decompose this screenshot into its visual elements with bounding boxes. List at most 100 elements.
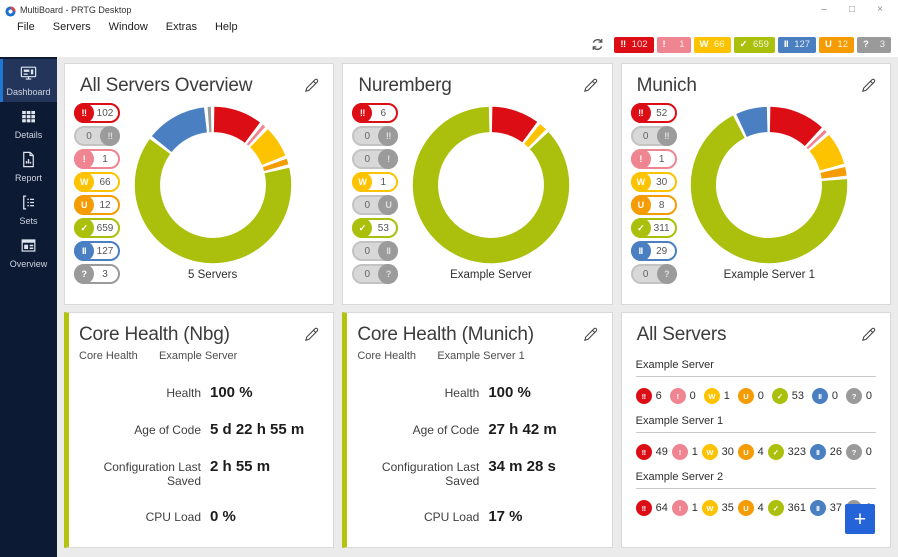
status-pill-paused[interactable]: 0 II: [352, 241, 399, 261]
sidebar-item-details[interactable]: Details: [0, 102, 57, 145]
down_ack-icon: !!: [656, 126, 677, 146]
close-button[interactable]: ×: [877, 3, 883, 15]
pill-count: 1: [380, 176, 387, 188]
menu-servers[interactable]: Servers: [52, 20, 91, 33]
status-pill-up[interactable]: ✓ 53: [352, 218, 399, 238]
donut-segment-warning[interactable]: [249, 129, 286, 166]
donut-segment-down_partial[interactable]: [806, 129, 828, 150]
donut-segment-down[interactable]: [213, 106, 260, 144]
unknown-icon: ?: [74, 264, 94, 284]
pill-count: 0: [364, 130, 371, 142]
maximize-button[interactable]: □: [848, 3, 856, 15]
edit-icon[interactable]: [860, 77, 877, 94]
panel-title: Munich: [636, 75, 697, 96]
donut-segment-paused[interactable]: [151, 107, 208, 153]
donut-segment-down_partial[interactable]: [246, 124, 265, 146]
toolbar-badge-unknown[interactable]: ? 3: [857, 36, 891, 53]
edit-icon[interactable]: [303, 326, 320, 343]
panel-title: Core Health (Nbg): [79, 324, 230, 345]
sidebar-item-overview[interactable]: Overview: [0, 231, 57, 274]
panel-core-health-munich: Core Health (Munich) Core Health Example…: [342, 312, 613, 548]
menu-file[interactable]: File: [17, 20, 35, 33]
unknown-icon: ?: [863, 39, 869, 50]
status-pill-down[interactable]: !! 102: [74, 103, 120, 123]
donut-segment-down[interactable]: [769, 106, 823, 147]
sidebar-item-report[interactable]: Report: [0, 145, 57, 188]
donut-segment-unusual[interactable]: [262, 158, 289, 172]
status-pill-down[interactable]: !! 52: [630, 103, 677, 123]
server-group-list: Example Server!! 6! 0 W 1 U 0 ✓ 53 II 0? 0 Example S…: [622, 359, 890, 516]
status-count: 1: [691, 446, 698, 458]
stat-label: Health: [444, 386, 480, 400]
stat-row: CPU Load 17 %: [347, 508, 611, 525]
warning-icon: W: [699, 39, 709, 50]
paused-icon: II: [809, 500, 826, 516]
status-pill-unknown[interactable]: 0?: [352, 264, 399, 284]
edit-icon[interactable]: [582, 77, 599, 94]
status-count: 35: [721, 502, 734, 514]
status-pill-up[interactable]: ✓ 311: [630, 218, 677, 238]
down-icon: !!: [620, 39, 626, 50]
sidebar-item-dashboard[interactable]: Dashboard: [0, 59, 57, 102]
up-icon: ✓: [739, 39, 748, 50]
donut-segment-warning[interactable]: [524, 124, 546, 148]
menu-help[interactable]: Help: [214, 20, 238, 33]
menu-window[interactable]: Window: [108, 20, 148, 33]
badge-count: 66: [714, 39, 725, 50]
status-pill-down_partial[interactable]: ! 1: [630, 149, 677, 169]
sensor-status-donut-chart[interactable]: [134, 106, 292, 264]
down_partial-icon: !: [378, 149, 399, 169]
paused-icon: II: [378, 241, 399, 261]
status-pill-down_ack[interactable]: 0!!: [352, 126, 399, 146]
status-pill-down_ack[interactable]: 0!!: [630, 126, 677, 146]
toolbar-badge-up[interactable]: ✓ 659: [733, 36, 775, 53]
sensor-status-donut-chart[interactable]: [412, 106, 570, 264]
panel-all-servers-overview: All Servers Overview !! 102 0!!! 1 W 66 U 12 ✓ 65…: [64, 63, 335, 305]
status-pill-down_ack[interactable]: 0!!: [74, 126, 120, 146]
add-panel-button[interactable]: +: [845, 504, 875, 534]
sensor-status-donut-chart[interactable]: [690, 106, 848, 264]
status-count: 30: [721, 446, 734, 458]
status-pill-unknown[interactable]: 0?: [630, 264, 677, 284]
sensor-type-label: Core Health: [357, 350, 417, 362]
donut-segment-up[interactable]: [691, 115, 848, 264]
unknown-icon: ?: [845, 444, 862, 460]
donut-segment-unusual[interactable]: [820, 167, 847, 179]
toolbar-badge-paused[interactable]: II 127: [777, 36, 817, 53]
donut-segment-warning[interactable]: [809, 134, 845, 172]
status-pill-warning[interactable]: W 30: [630, 172, 677, 192]
status-pill-unknown[interactable]: ? 3: [74, 264, 120, 284]
status-pill-unusual[interactable]: U 12: [74, 195, 120, 215]
toolbar-badge-unusual[interactable]: U 12: [819, 36, 854, 53]
status-pill-paused[interactable]: II 29: [630, 241, 677, 261]
refresh-icon[interactable]: [590, 37, 605, 52]
status-pill-up[interactable]: ✓ 659: [74, 218, 120, 238]
report-icon: [19, 150, 38, 171]
server-status-paused: II 37: [809, 500, 842, 516]
status-pill-down[interactable]: !! 6: [352, 103, 399, 123]
donut-segment-up[interactable]: [412, 106, 570, 264]
status-pill-warning[interactable]: W 66: [74, 172, 120, 192]
donut-segment-up[interactable]: [134, 138, 291, 264]
status-pill-down_partial[interactable]: ! 1: [74, 149, 120, 169]
minimize-button[interactable]: –: [821, 3, 827, 15]
unusual-icon: U: [74, 195, 94, 215]
toolbar-badge-down_partial[interactable]: ! 1: [656, 36, 691, 53]
sidebar-item-sets[interactable]: Sets: [0, 188, 57, 231]
toolbar-badge-down[interactable]: !! 102: [614, 36, 654, 53]
stat-value: 34 m 28 s: [488, 458, 556, 475]
edit-icon[interactable]: [303, 77, 320, 94]
edit-icon[interactable]: [582, 326, 599, 343]
status-pill-paused[interactable]: II 127: [74, 241, 120, 261]
toolbar-badge-warning[interactable]: W 66: [693, 36, 731, 53]
donut-segment-down[interactable]: [491, 106, 538, 143]
menu-extras[interactable]: Extras: [165, 20, 197, 33]
donut-segment-paused[interactable]: [736, 106, 769, 138]
status-count: 323: [787, 446, 806, 458]
edit-icon[interactable]: [860, 326, 877, 343]
down_ack-icon: !!: [378, 126, 399, 146]
status-pill-down_partial[interactable]: 0!: [352, 149, 399, 169]
